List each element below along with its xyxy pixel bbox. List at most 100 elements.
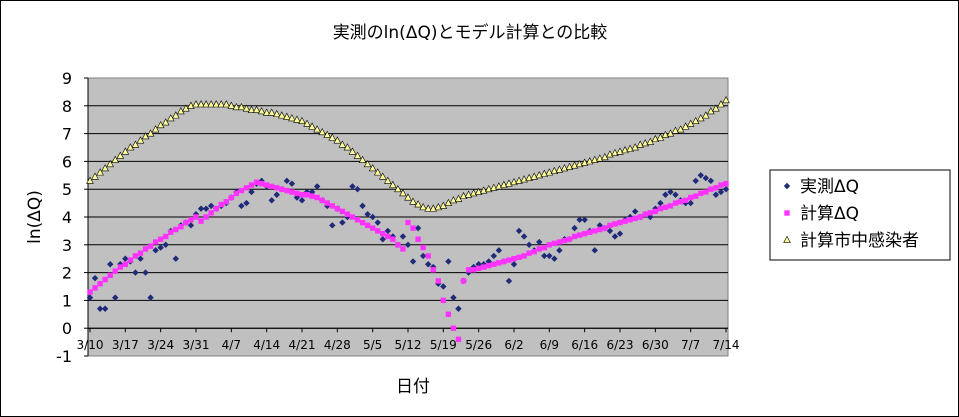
data-point-square — [203, 214, 209, 220]
data-point-square — [687, 194, 694, 201]
data-point-square — [122, 261, 129, 267]
x-axis-label: 日付 — [396, 377, 430, 397]
data-point-square — [137, 250, 144, 256]
data-point-triangle — [288, 114, 296, 122]
data-point-square — [339, 208, 346, 215]
data-point-square — [213, 205, 219, 212]
data-point-triangle — [399, 189, 407, 197]
data-point-square — [304, 192, 310, 198]
data-point-triangle — [348, 147, 357, 155]
y-axis-ticks: -1 0 1 2 3 4 5 6 7 8 9 — [56, 69, 88, 366]
data-point-square — [289, 189, 295, 195]
data-point-triangle — [131, 140, 140, 148]
x-tick-label: 6/2 — [504, 338, 523, 352]
data-point-square — [263, 182, 270, 188]
x-tick-label: 3/10 — [77, 338, 104, 352]
data-point-diamond — [96, 305, 104, 312]
data-point-diamond — [147, 294, 154, 301]
data-point-triangle — [378, 172, 387, 180]
data-point-triangle — [267, 108, 276, 116]
data-point-square — [486, 262, 492, 269]
data-point-square — [344, 211, 351, 217]
data-point-diamond — [273, 191, 280, 198]
data-point-square — [258, 180, 265, 187]
data-point-triangle — [394, 184, 402, 193]
data-point-diamond — [409, 258, 417, 265]
legend-label: 実測ΔQ — [800, 177, 859, 197]
data-point-square — [440, 297, 447, 304]
data-point-square — [470, 267, 477, 273]
data-point-diamond — [419, 252, 427, 260]
data-point-triangle — [86, 176, 94, 184]
data-point-diamond — [162, 241, 169, 248]
data-point-square — [380, 230, 386, 237]
x-axis-ticks: 3/10 3/17 3/24 3/31 4/7 4/14 4/21 4/28 5/5 5/12 5/… — [77, 327, 739, 352]
data-point-triangle — [242, 104, 251, 112]
data-point-diamond — [359, 202, 366, 210]
x-tick-label: 3/24 — [147, 338, 174, 352]
data-point-square — [102, 276, 108, 283]
data-point-square — [425, 253, 431, 259]
data-point-diamond — [283, 177, 291, 185]
y-tick-label: 5 — [62, 180, 72, 199]
data-point-triangle — [192, 100, 200, 108]
data-point-square — [592, 228, 598, 234]
data-point-diamond — [369, 213, 376, 221]
data-point-diamond — [349, 183, 356, 190]
data-point-triangle — [272, 109, 281, 118]
data-point-triangle — [146, 129, 155, 137]
data-point-square — [667, 203, 674, 209]
data-point-square — [269, 183, 275, 190]
data-point-triangle — [283, 112, 291, 120]
data-point-diamond — [490, 252, 498, 260]
data-point-triangle — [308, 122, 316, 130]
data-point-square — [319, 197, 325, 204]
data-point-square — [400, 246, 406, 252]
data-point-diamond — [525, 241, 533, 248]
y-tick-label: 3 — [62, 236, 72, 255]
legend-items: 実測ΔQ 計算ΔQ 計算市中感染者 — [783, 177, 919, 251]
data-point-diamond — [197, 205, 205, 212]
data-point-triangle — [91, 172, 99, 180]
data-point-square — [602, 225, 608, 231]
data-point-square — [420, 244, 426, 251]
data-point-diamond — [268, 197, 275, 204]
data-point-square — [723, 180, 729, 187]
data-point-triangle — [293, 115, 301, 123]
data-point-triangle — [384, 176, 392, 184]
data-point-triangle — [363, 159, 372, 168]
data-point-diamond — [354, 186, 361, 193]
data-point-square — [475, 265, 482, 272]
data-point-diamond — [546, 252, 553, 260]
data-point-square — [193, 214, 199, 220]
data-point-triangle — [217, 100, 226, 108]
data-point-diamond — [712, 191, 720, 198]
data-point-diamond — [536, 238, 543, 246]
x-tick-label: 5/12 — [395, 338, 422, 352]
data-point-square — [208, 210, 214, 216]
data-point-square — [248, 182, 255, 188]
data-point-diamond — [697, 172, 704, 179]
data-point-square — [369, 225, 376, 231]
data-point-square — [546, 242, 553, 248]
data-point-triangle — [197, 100, 205, 108]
data-point-diamond — [202, 205, 210, 212]
data-point-triangle — [702, 111, 710, 119]
data-point-triangle — [151, 125, 160, 133]
data-point-triangle — [161, 118, 170, 126]
data-point-triangle — [404, 193, 412, 201]
data-point-triangle — [414, 200, 422, 208]
chart-title: 実測のln(ΔQ)とモデル計算との比較 — [333, 22, 608, 43]
data-point-triangle — [419, 203, 427, 211]
data-point-diamond — [722, 186, 730, 193]
data-point-square — [561, 237, 568, 244]
data-point-triangle — [318, 127, 326, 136]
data-point-square — [430, 267, 436, 273]
data-point-square — [147, 243, 154, 249]
data-point-square — [198, 218, 204, 224]
data-point-diamond — [571, 224, 578, 232]
data-point-square — [450, 325, 457, 331]
data-point-triangle — [722, 96, 730, 104]
data-point-square — [329, 203, 335, 209]
data-point-diamond — [339, 219, 346, 226]
